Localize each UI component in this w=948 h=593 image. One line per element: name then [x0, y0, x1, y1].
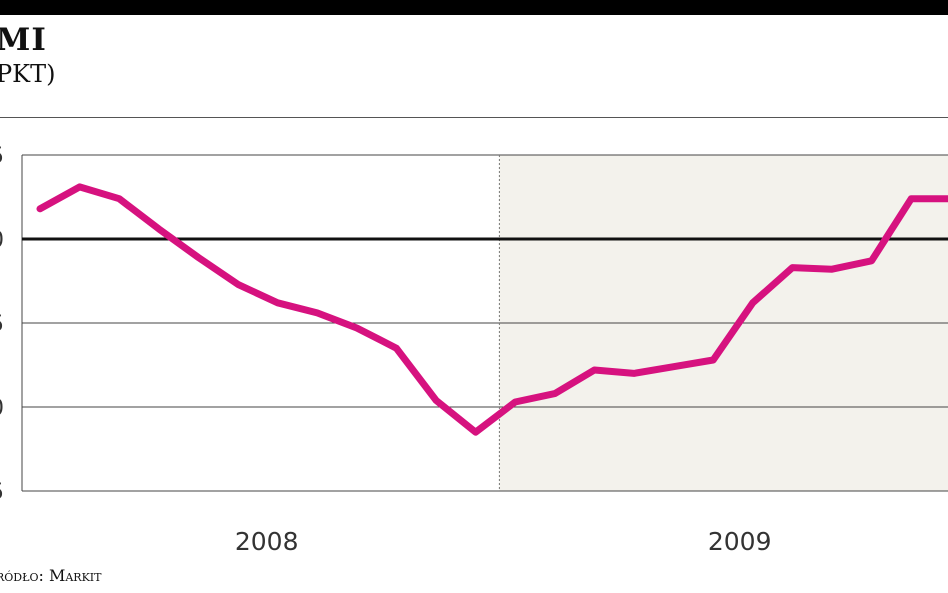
- y-tick-label-45: 45: [0, 312, 4, 337]
- x-axis-label-2009: 2009: [708, 527, 772, 556]
- grid-lines: [21, 154, 948, 492]
- header-divider: [0, 117, 948, 118]
- y-tick-label-50: 50: [0, 228, 4, 253]
- chart-title: MI: [0, 22, 47, 58]
- y-tick-label-40: 40: [0, 396, 4, 421]
- y-tick-label-35: 35: [0, 480, 4, 505]
- chart-subtitle: PKT): [0, 60, 56, 88]
- x-axis-labels: 2008 2009: [235, 527, 772, 556]
- y-tick-label-55: 55: [0, 144, 4, 169]
- y-axis-ticks: 35 40 45 50 55: [0, 144, 4, 505]
- pmi-series-line: [36, 183, 948, 436]
- source-note: ródło: Markit: [0, 566, 102, 585]
- x-axis-label-2008: 2008: [235, 527, 299, 556]
- top-bar: [0, 0, 948, 15]
